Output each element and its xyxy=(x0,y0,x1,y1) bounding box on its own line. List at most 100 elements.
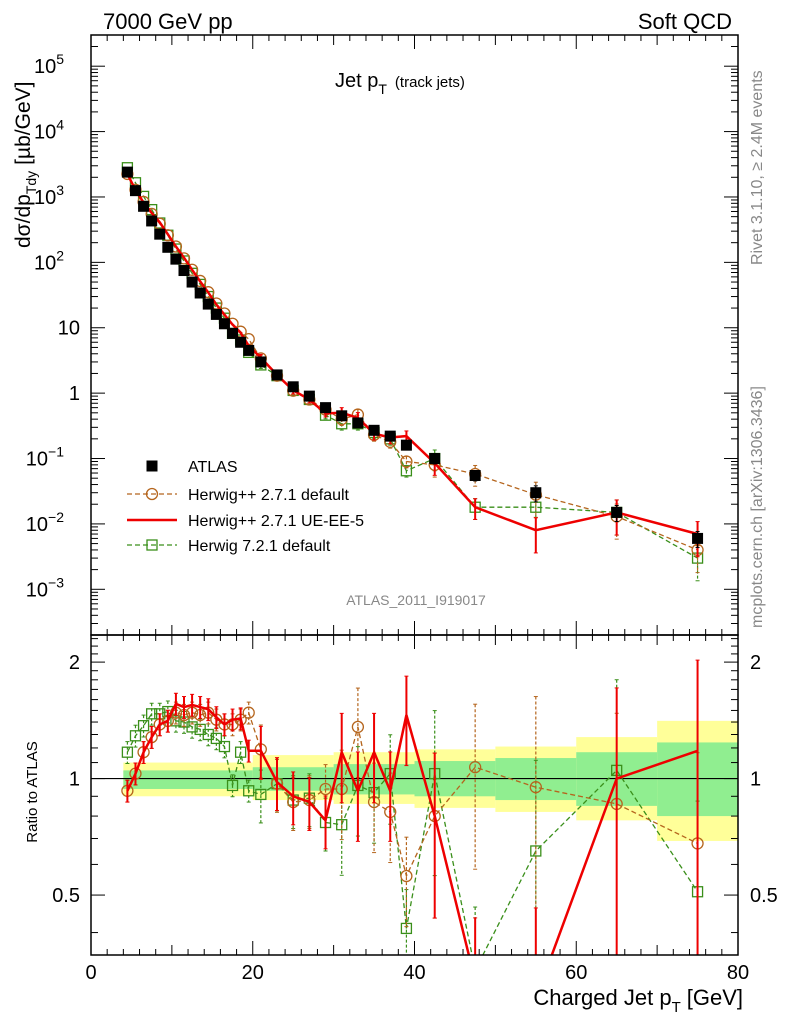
point-herwig-7-2-1-default-marker xyxy=(400,465,413,477)
legend-herwig-7-2-1-default-marker xyxy=(146,539,158,551)
main-y-tick-exponent: 4 xyxy=(56,117,64,133)
point-atlas-marker xyxy=(178,265,190,277)
legend-item-herwig-7-2-1-default: Herwig 7.2.1 default xyxy=(127,538,331,555)
ratio-y-axis-label: Ratio to ATLAS xyxy=(24,741,41,842)
ratio-plot-panel: 2 2 1 1 0.5 0.5 0 20 40 60 80 Ratio to ATLAS Charg… xyxy=(24,634,778,1016)
point-atlas-marker xyxy=(352,417,364,429)
point-atlas-marker xyxy=(146,215,158,227)
legend-label-atlas: ATLAS xyxy=(188,459,238,476)
ratio-point-herwig-7-2-1-default-marker xyxy=(530,845,542,857)
main-y-tick-base: 10 xyxy=(26,579,48,601)
legend: ATLAS Herwig++ 2.7.1 default Herwig++ 2.7.… xyxy=(127,459,364,555)
main-y-tick-exponent: −1 xyxy=(48,444,64,460)
main-y-tick-base: 10 xyxy=(34,252,56,274)
legend-atlas-marker xyxy=(146,460,158,472)
ratio-point-herwig-2-7-1-default-marker xyxy=(351,720,365,734)
ratio-point-herwig-7-2-1-default-marker xyxy=(218,740,231,753)
point-herwig-2-7-1-default-marker xyxy=(400,455,413,468)
x-tick-label: 20 xyxy=(242,962,264,984)
point-atlas-marker xyxy=(287,381,299,393)
x-tick-label: 60 xyxy=(565,962,587,984)
main-y-tick-base: 10 xyxy=(58,318,80,340)
ratio-point-herwig-2-7-1-default-marker xyxy=(529,781,542,794)
legend-label-herwig-7-2-1-default: Herwig 7.2.1 default xyxy=(188,538,331,555)
ratio-y-tick-label: 2 xyxy=(69,652,80,674)
main-series-layer xyxy=(121,162,704,582)
point-atlas-marker xyxy=(194,287,206,299)
legend-label-herwig-2-7-1-ue-ee-5: Herwig++ 2.7.1 UE-EE-5 xyxy=(188,513,364,530)
main-y-tick-label: 10−1 xyxy=(26,444,64,471)
ratio-point-herwig-7-2-1-default-marker xyxy=(210,732,223,745)
ratio-y-tick-label-right: 0.5 xyxy=(750,885,778,907)
point-atlas-marker xyxy=(243,344,255,356)
watermark: ATLAS_2011_I919017 xyxy=(346,592,486,608)
point-atlas-marker xyxy=(384,430,396,442)
main-y-tick-exponent: −3 xyxy=(48,574,64,590)
rivet-label: Rivet 3.1.10, ≥ 2.4M events xyxy=(749,70,766,265)
main-y-tick-base: 10 xyxy=(34,56,56,78)
main-y-tick-base: 10 xyxy=(34,187,56,209)
main-y-tick-exponent: −2 xyxy=(48,509,64,525)
legend-item-herwig-2-7-1-ue-ee-5: Herwig++ 2.7.1 UE-EE-5 xyxy=(127,513,364,530)
legend-item-atlas: ATLAS xyxy=(146,459,238,476)
line-herwig-2-7-1-ue-ee-5 xyxy=(126,173,698,536)
ratio-point-herwig-2-7-1-default-marker xyxy=(242,706,255,719)
chart-title-main: Jet p xyxy=(335,70,378,92)
point-atlas-marker xyxy=(320,402,332,414)
ratio-axes: 2 2 1 1 0.5 0.5 0 20 40 60 80 xyxy=(52,635,778,984)
main-y-tick-base: 10 xyxy=(34,122,56,144)
point-atlas-marker xyxy=(138,200,150,212)
x-label-sub: T xyxy=(672,999,681,1016)
main-y-tick-base: 1 xyxy=(69,383,80,405)
x-label-unit: [GeV] xyxy=(687,985,743,1010)
ratio-series-layer xyxy=(121,659,704,955)
ratio-point-herwig-7-2-1-default-marker xyxy=(255,788,267,801)
point-atlas-marker xyxy=(121,166,133,178)
ratio-y-tick-label: 1 xyxy=(69,769,80,791)
point-atlas-marker xyxy=(400,439,412,451)
main-y-label-unit: [µb/GeV] xyxy=(12,82,35,165)
main-y-axis-label: dσ/dpTdy [µb/GeV] xyxy=(12,82,39,249)
chart-title-sub: T xyxy=(378,81,387,97)
ratio-y-tick-label: 0.5 xyxy=(52,885,80,907)
legend-item-herwig-2-7-1-default: Herwig++ 2.7.1 default xyxy=(127,487,350,504)
main-y-tick-label: 10 xyxy=(58,318,80,340)
ratio-point-herwig-7-2-1-default-marker xyxy=(121,746,134,758)
chart-title-note: (track jets) xyxy=(395,74,465,91)
point-atlas-marker xyxy=(162,241,174,253)
main-y-tick-exponent: 5 xyxy=(56,51,64,67)
ratio-point-herwig-2-7-1-default-marker xyxy=(400,869,413,883)
point-atlas-marker xyxy=(227,327,239,339)
ratio-point-herwig-7-2-1-default-marker xyxy=(170,715,182,727)
main-y-tick-label: 103 xyxy=(34,182,64,209)
ratio-point-herwig-7-2-1-default-marker xyxy=(234,746,247,758)
mcplots-label: mcplots.cern.ch [arXiv:1306.3436] xyxy=(749,386,766,628)
x-tick-label: 40 xyxy=(403,962,425,984)
point-atlas-marker xyxy=(154,228,166,240)
x-axis-label: Charged Jet pT [GeV] xyxy=(533,985,743,1016)
point-atlas-marker xyxy=(530,487,542,499)
ratio-point-herwig-7-2-1-default-marker xyxy=(186,721,198,733)
point-atlas-marker xyxy=(186,276,198,288)
main-y-label-sub: Tdy xyxy=(23,171,39,194)
series-atlas xyxy=(121,166,704,549)
ratio-series-herwig-2-7-1-ue-ee-5 xyxy=(125,659,700,955)
x-tick-label: 80 xyxy=(727,962,749,984)
main-y-tick-label: 10−3 xyxy=(26,574,64,601)
uncertainty-band xyxy=(91,720,738,841)
point-atlas-marker xyxy=(210,308,222,320)
ratio-point-herwig-7-2-1-default-marker xyxy=(129,730,142,742)
ratio-point-herwig-7-2-1-default-marker xyxy=(137,720,150,732)
chart-title: Jet pT (track jets) xyxy=(335,70,465,97)
main-y-tick-exponent: 2 xyxy=(56,247,64,263)
ratio-point-herwig-7-2-1-default-marker xyxy=(336,819,348,831)
main-y-tick-base: 10 xyxy=(26,514,48,536)
point-atlas-marker xyxy=(271,369,283,381)
ratio-y-tick-label-right: 2 xyxy=(750,652,761,674)
band-inner-bin xyxy=(123,770,253,789)
point-atlas-marker xyxy=(368,424,380,436)
point-atlas-marker xyxy=(469,469,481,481)
point-atlas-marker xyxy=(692,532,704,544)
